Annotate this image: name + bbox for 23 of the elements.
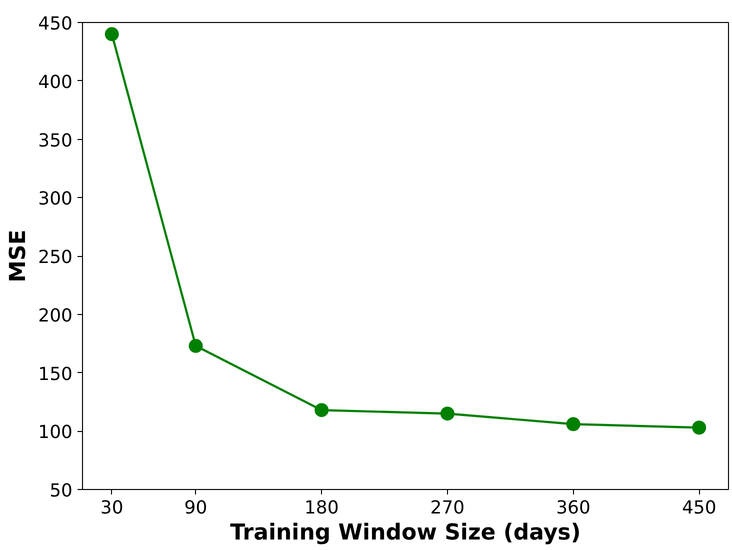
y-tick-label: 250	[38, 247, 73, 268]
y-tick-label: 150	[38, 364, 73, 385]
point	[104, 27, 119, 42]
point	[440, 406, 454, 421]
y-tick-label: 200	[38, 305, 73, 326]
x-tick-label: 180	[304, 498, 339, 518]
x-tick-label: 90	[184, 498, 208, 518]
point	[692, 420, 706, 435]
y-tick-label: 350	[38, 130, 73, 152]
x-tick-label: 270	[430, 498, 465, 518]
y-tick-label: 450	[38, 14, 73, 34]
point	[188, 338, 203, 353]
x-axis-title: Training Window Size (days)	[230, 520, 581, 546]
y-tick-label: 400	[38, 72, 73, 93]
point	[566, 417, 580, 432]
x-tick-label: 30	[100, 498, 124, 518]
y-tick-label: 50	[50, 480, 72, 502]
y-tick-label: 100	[38, 422, 73, 444]
point	[314, 403, 329, 418]
x-tick-label: 450	[682, 498, 716, 518]
y-tick-label: 300	[38, 188, 73, 210]
y-axis-title: MSE	[6, 230, 32, 282]
x-tick-label: 360	[556, 498, 590, 518]
